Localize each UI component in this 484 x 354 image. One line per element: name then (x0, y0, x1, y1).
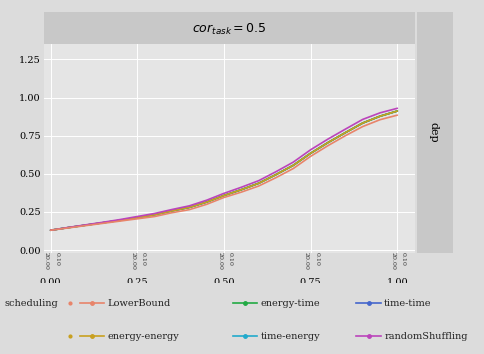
Text: dep: dep (427, 122, 438, 143)
Text: 20.00: 20.00 (44, 252, 49, 270)
Text: 20.00: 20.00 (390, 252, 395, 270)
Text: randomShuffling: randomShuffling (383, 332, 467, 341)
Text: $\mathit{cor}_{\mathit{task}} = 0.5$: $\mathit{cor}_{\mathit{task}} = 0.5$ (192, 21, 266, 36)
Text: energy-energy: energy-energy (107, 332, 179, 341)
Text: 0.10: 0.10 (54, 252, 59, 266)
Text: 0.10: 0.10 (314, 252, 319, 266)
Text: time-time: time-time (383, 298, 431, 308)
X-axis label: Processor correlation: Processor correlation (150, 299, 271, 309)
Text: 0.10: 0.10 (400, 252, 405, 266)
Text: 20.00: 20.00 (303, 252, 308, 270)
Text: 0.10: 0.10 (141, 252, 146, 266)
Text: energy-time: energy-time (260, 298, 319, 308)
Text: 0.10: 0.10 (227, 252, 232, 266)
Text: time-energy: time-energy (260, 332, 319, 341)
Text: LowerBound: LowerBound (107, 298, 170, 308)
Text: 20.00: 20.00 (217, 252, 222, 270)
Text: scheduling: scheduling (5, 298, 59, 308)
Text: 20.00: 20.00 (130, 252, 136, 270)
